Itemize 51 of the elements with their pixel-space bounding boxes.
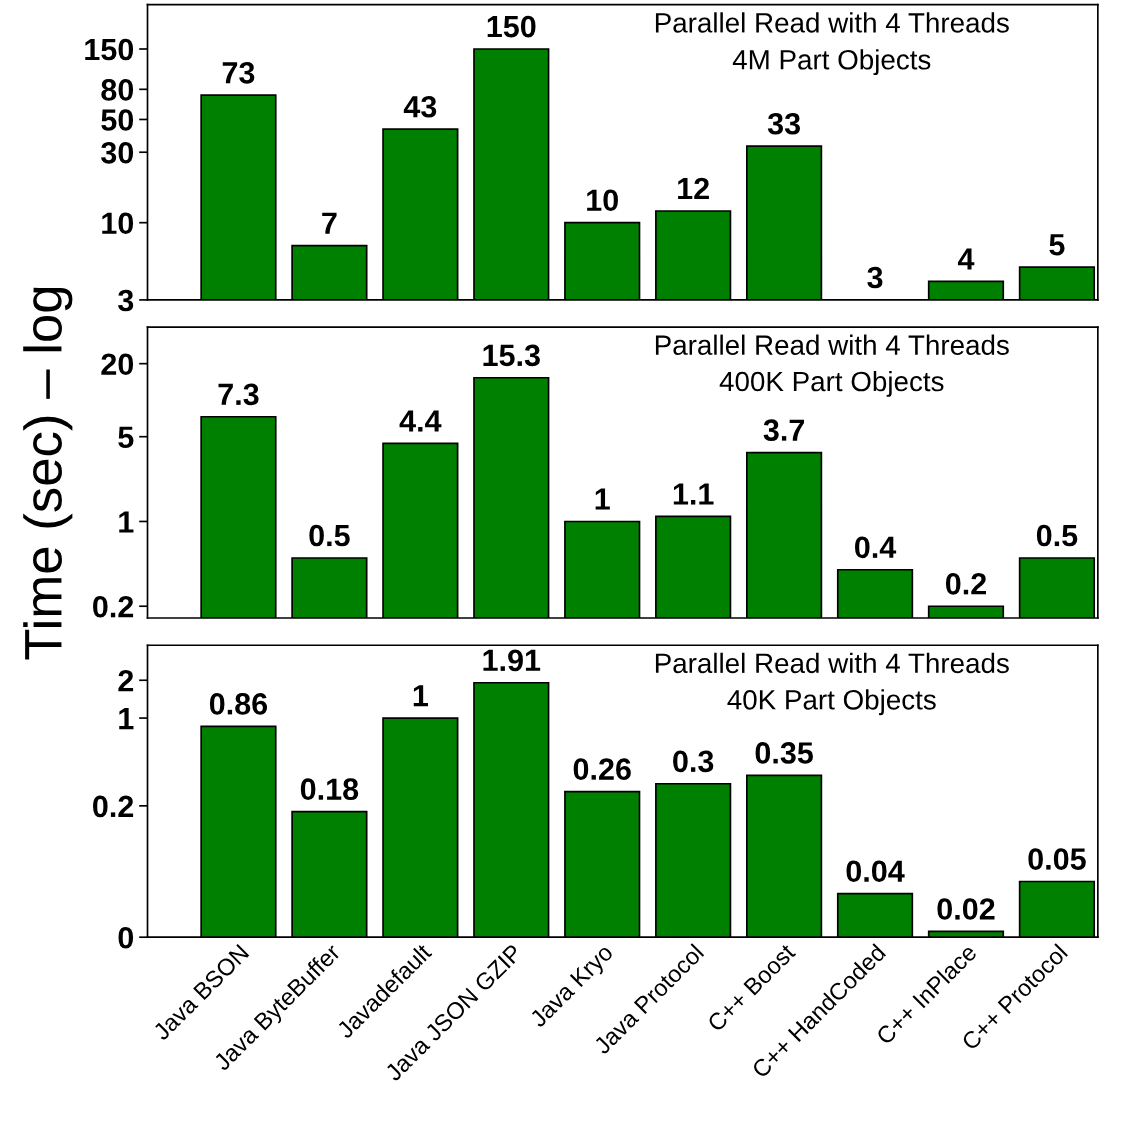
data-label: 1.1 (673, 483, 714, 505)
data-label: 3.7 (763, 419, 804, 441)
data-label: 73 (222, 61, 255, 84)
y-tick-label: 0 (118, 926, 134, 949)
annotation: 400K Part Objects (719, 370, 944, 397)
data-label: 5 (1049, 234, 1065, 256)
data-label: 0.4 (855, 536, 897, 559)
annotation: Parallel Read with 4 Threads (655, 12, 1009, 33)
data-label: 4.4 (399, 410, 442, 432)
data-label: 0.5 (309, 524, 350, 547)
data-label: 0.2 (945, 573, 986, 595)
data-label: 0.3 (673, 750, 714, 773)
annotation: Parallel Read with 4 Threads (655, 334, 1009, 355)
y-tick-label: 150 (85, 38, 134, 61)
data-label: 0.02 (937, 898, 995, 920)
y-tick-label: 5 (118, 426, 134, 449)
data-label: 12 (678, 177, 709, 200)
data-label: 0.5 (1036, 524, 1078, 547)
y-tick-label: 10 (102, 212, 134, 235)
data-label: 43 (403, 95, 437, 118)
y-tick-label: 30 (101, 141, 134, 164)
data-label: 0.04 (846, 860, 905, 883)
annotation: Parallel Read with 4 Threads (655, 652, 1009, 674)
annotation: 40K Part Objects (727, 689, 936, 716)
data-label: 0.35 (755, 742, 813, 764)
y-axis-title: Time (sec) – log (23, 287, 73, 660)
annotation: 4M Part Objects (732, 49, 931, 76)
data-label: 3 (867, 266, 883, 289)
data-label: 15.3 (483, 344, 540, 367)
data-label: 1 (413, 685, 428, 707)
data-label: 7 (322, 212, 337, 234)
y-tick-label: 1 (119, 708, 134, 730)
y-tick-label: 3 (118, 289, 134, 312)
y-tick-label: 0.2 (93, 595, 134, 618)
data-label: 150 (487, 15, 536, 38)
data-label: 0.86 (209, 693, 268, 715)
y-tick-label: 1 (119, 511, 134, 533)
data-label: 1.91 (483, 649, 541, 672)
y-tick-label: 50 (101, 109, 134, 131)
y-tick-label: 2 (118, 669, 134, 692)
y-tick-label: 0.2 (93, 795, 134, 818)
data-label: 0.18 (300, 778, 359, 801)
y-tick-label: 80 (101, 79, 134, 101)
y-tick-label: 20 (101, 353, 134, 376)
data-label: 33 (767, 112, 800, 135)
data-label: 10 (587, 189, 618, 212)
data-label: 1 (595, 488, 610, 510)
data-label: 0.26 (573, 758, 631, 780)
data-label: 7.3 (218, 383, 259, 406)
data-label: 0.05 (1028, 848, 1086, 870)
data-label: 4 (957, 248, 975, 270)
